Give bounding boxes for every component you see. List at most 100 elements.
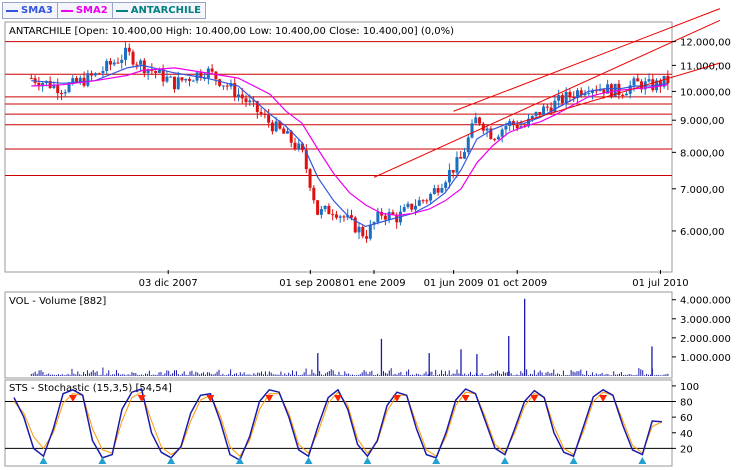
candle-body [440, 188, 444, 193]
candle-body [444, 182, 448, 189]
candle-body [662, 75, 666, 87]
candle-body [278, 121, 282, 129]
candle-body [312, 187, 316, 201]
candle-body [191, 80, 195, 82]
volume-panel-title: VOL - Volume [882] [9, 296, 106, 307]
candle-body [323, 205, 327, 210]
y-tick-label: 6.000,00 [680, 227, 725, 238]
candle-body [542, 106, 546, 115]
legend-label-sma2: SMA2 [75, 5, 108, 16]
sma2-line [31, 67, 669, 217]
x-tick-label: 01 ene 2009 [342, 278, 405, 289]
candle-body [319, 209, 323, 215]
candle-body [184, 78, 188, 81]
buy-signal-marker [500, 457, 509, 464]
stoch-y-axis: 20 40 60 80 100 [672, 382, 699, 455]
candle-body [583, 93, 587, 96]
candle-body [199, 72, 203, 79]
candle-body [108, 60, 112, 65]
candle-body [466, 137, 470, 153]
candle-body [549, 107, 553, 113]
stoch-panel [4, 379, 673, 467]
vol-y-tick-label: 2.000.000 [680, 334, 731, 345]
candle-body [591, 90, 595, 93]
candle-body [383, 215, 387, 220]
candle-body [255, 101, 259, 113]
stoch-plot [5, 388, 672, 464]
candle-body [500, 129, 504, 137]
buy-signal-marker [569, 457, 578, 464]
candle-body [41, 83, 45, 87]
buy-signal-marker [235, 457, 244, 464]
candle-body [425, 200, 429, 202]
legend-item-sma2[interactable]: SMA2 [56, 2, 113, 19]
candle-body [52, 84, 56, 88]
price-panel-title: ANTARCHILE [Open: 10.400,00 High: 10.400… [9, 26, 454, 37]
volume-y-axis: 1.000.000 2.000.000 3.000.000 4.000.000 [672, 296, 731, 364]
candle-body [632, 78, 636, 86]
candle-body [530, 115, 534, 119]
candle-body [142, 60, 146, 74]
buy-signal-marker [39, 457, 48, 464]
candle-body [349, 215, 353, 218]
stoch-d-line [13, 391, 663, 457]
candle-body [124, 47, 128, 60]
price-panel [4, 21, 673, 273]
candle-body [93, 73, 97, 76]
candle-body [180, 77, 184, 81]
candle-body [617, 83, 621, 95]
candle-body [478, 117, 482, 124]
candle-body [112, 62, 116, 65]
legend-label-antarchile: ANTARCHILE [130, 5, 201, 16]
candle-body [139, 60, 143, 65]
candle-body [447, 169, 451, 183]
candle-body [259, 112, 263, 115]
candle-body [274, 121, 278, 132]
candle-body [417, 200, 421, 206]
candle-body [598, 89, 602, 91]
candle-body [455, 157, 459, 173]
buy-signal-marker [98, 457, 107, 464]
candle-body [71, 78, 75, 84]
candle-body [165, 76, 169, 82]
candle-body [176, 77, 180, 90]
candle-body [613, 83, 617, 97]
candle-body [489, 128, 493, 140]
candle-body [188, 78, 192, 81]
candle-body [624, 93, 628, 96]
candle-body [270, 122, 274, 132]
candle-body [236, 94, 240, 97]
x-tick-label: 03 dic 2007 [139, 278, 198, 289]
sell-signal-marker [461, 395, 470, 402]
y-tick-label: 8.000,00 [680, 148, 725, 159]
candle-body [331, 214, 335, 216]
vol-y-tick-label: 4.000.000 [680, 296, 731, 307]
candle-body [342, 216, 346, 218]
candle-body [105, 60, 109, 72]
candle-body [48, 80, 52, 88]
sell-signal-marker [392, 395, 401, 402]
candle-body [97, 73, 101, 75]
candle-body [410, 203, 414, 210]
volume-panel [4, 291, 673, 379]
candle-body [218, 79, 222, 86]
candle-body [414, 205, 418, 210]
candle-body [157, 69, 161, 73]
candle-body [308, 169, 312, 188]
candle-body [609, 84, 613, 97]
candle-body [120, 59, 124, 63]
x-tick-label: 01 jun 2009 [424, 278, 484, 289]
candle-body [432, 188, 436, 195]
stoch-y-tick-label: 40 [680, 429, 693, 440]
candle-body [338, 216, 342, 218]
candle-body [63, 92, 67, 94]
candle-body [658, 80, 662, 87]
candle-body [575, 90, 579, 99]
buy-signal-marker [304, 457, 313, 464]
legend-label-sma3: SMA3 [21, 5, 53, 16]
candle-body [553, 100, 557, 113]
candle-body [560, 95, 564, 104]
legend-item-antarchile[interactable]: ANTARCHILE [111, 2, 206, 19]
candle-body [587, 92, 591, 94]
